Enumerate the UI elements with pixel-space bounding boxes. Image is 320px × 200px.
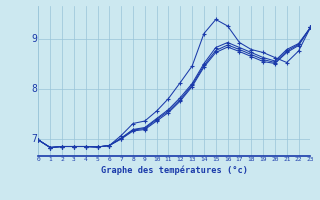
X-axis label: Graphe des températures (°c): Graphe des températures (°c) — [101, 165, 248, 175]
